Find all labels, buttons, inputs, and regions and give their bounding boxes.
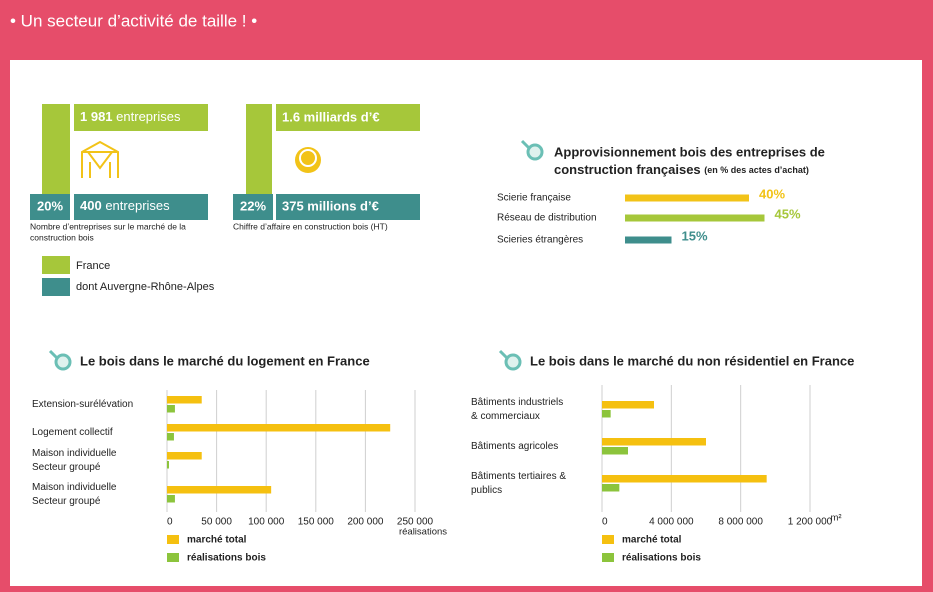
- stat-unit: entreprises: [105, 198, 170, 213]
- header-title: • Un secteur d’activité de taille ! •: [10, 11, 257, 30]
- category-label: Scieries étrangères: [497, 235, 583, 246]
- stat-unit: entreprises: [116, 109, 181, 124]
- x-tick-label: 250 000: [397, 517, 434, 528]
- bar: [602, 401, 654, 409]
- bar: [167, 396, 202, 404]
- stat-box: [74, 194, 208, 220]
- x-tick-label: 150 000: [298, 517, 335, 528]
- legend-label: marché total: [622, 535, 682, 546]
- bar: [167, 424, 391, 432]
- bar: [625, 236, 672, 244]
- legend-label: marché total: [187, 535, 247, 546]
- x-axis-label: réalisations: [399, 527, 447, 538]
- bar: [167, 495, 175, 503]
- magnifier-icon: [48, 139, 544, 371]
- building-icon: [81, 140, 119, 178]
- x-tick-label: 200 000: [347, 517, 384, 528]
- x-tick-label: 100 000: [248, 517, 285, 528]
- category-label: Réseau de distribution: [497, 213, 597, 224]
- bar: [167, 486, 272, 494]
- category-label: Bâtiments agricoles: [471, 441, 558, 452]
- bar: [602, 438, 706, 446]
- legend-label: dont Auvergne-Rhône-Alpes: [76, 281, 215, 293]
- legend-label: France: [76, 260, 110, 272]
- bar: [602, 484, 620, 492]
- stat-number: 375 millions d’€: [282, 198, 379, 213]
- category-label: Bâtiments tertiaires & publics: [471, 471, 566, 496]
- value-label: 40%: [759, 186, 785, 201]
- stat-box: [276, 194, 420, 220]
- legend-swatch: [602, 553, 614, 562]
- stat-number: 1.6 milliards d’€: [282, 109, 380, 124]
- stat-number: 400: [80, 198, 102, 213]
- legend-label: réalisations bois: [187, 553, 266, 564]
- chart-title: construction françaises: [554, 162, 701, 177]
- stat-bar: [246, 104, 272, 194]
- panel: [10, 60, 922, 586]
- chart-title: Le bois dans le marché du logement en Fr…: [80, 353, 370, 368]
- x-tick-label: 50 000: [201, 517, 232, 528]
- legend-label: réalisations bois: [622, 553, 701, 564]
- category-label: Maison individuelle Secteur groupé: [32, 482, 117, 507]
- bar: [167, 405, 175, 413]
- bar: [602, 410, 611, 418]
- category-label: Extension-surélévation: [32, 399, 133, 410]
- stat-box: [276, 104, 420, 131]
- x-tick-label: 4 000 000: [649, 517, 694, 528]
- chart-title: construction françaises (en % des actes …: [554, 162, 809, 177]
- share: 22%: [240, 198, 266, 213]
- x-tick-label: 1 200 000: [788, 517, 833, 528]
- caption: Nombre d’entreprises sur le marché de la: [30, 221, 186, 231]
- coins-icon: [295, 147, 321, 173]
- legend-swatch: [167, 553, 179, 562]
- bar: [167, 461, 169, 469]
- legend-swatch: [602, 535, 614, 544]
- value-label: 45%: [775, 206, 801, 221]
- caption: construction bois: [30, 232, 94, 242]
- bar: [625, 194, 749, 202]
- bar: [625, 214, 765, 222]
- chart-title: Le bois dans le marché du non résidentie…: [530, 353, 854, 368]
- share-box: [233, 194, 273, 220]
- share: 20%: [37, 198, 63, 213]
- x-axis-label: m²: [830, 513, 841, 524]
- value-label: 15%: [682, 228, 708, 243]
- chart-subtitle: (en % des actes d’achat): [704, 165, 809, 175]
- stat-number: 1 981: [80, 109, 113, 124]
- category-label: Bâtiments industriels & commerciaux: [471, 397, 563, 422]
- share-box: [30, 194, 70, 220]
- stat-box: [74, 104, 208, 131]
- caption: Chiffre d’affaire en construction bois (…: [233, 221, 388, 231]
- x-tick-label: 8 000 000: [718, 517, 763, 528]
- category-label: Maison individuelle Secteur groupé: [32, 448, 117, 473]
- category-label: Logement collectif: [32, 427, 113, 438]
- stat-text: 1 981 entreprises: [80, 109, 181, 124]
- category-label: Scierie française: [497, 193, 571, 204]
- legend-swatch: [42, 256, 70, 274]
- legend-swatch: [42, 278, 70, 296]
- stat-bar: [42, 104, 70, 194]
- bar: [167, 433, 174, 441]
- legend-swatch: [167, 535, 179, 544]
- x-tick-label: 0: [167, 517, 173, 528]
- bar: [602, 447, 628, 455]
- stat-text: 400 entreprises: [80, 198, 170, 213]
- bar: [602, 475, 767, 483]
- x-tick-label: 0: [602, 517, 608, 528]
- bar: [167, 452, 202, 460]
- chart-title: Approvisionnement bois des entreprises d…: [554, 144, 825, 159]
